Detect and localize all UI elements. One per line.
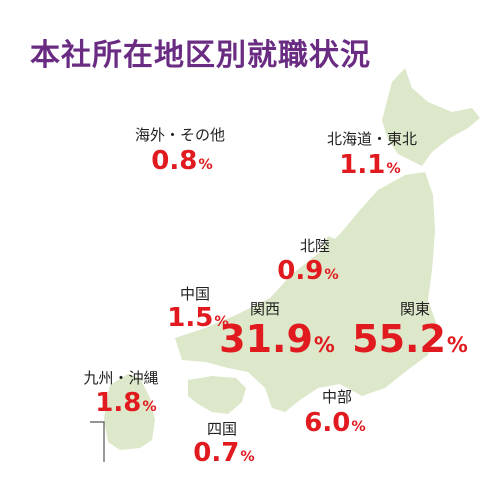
region-label-kanto: 関東 bbox=[399, 300, 431, 318]
region-label-chugoku: 中国 bbox=[179, 285, 211, 303]
shikoku-shape bbox=[188, 376, 246, 414]
region-label-kansai: 関西 bbox=[249, 300, 281, 318]
region-value-overseas-other: 0.8% bbox=[151, 146, 213, 176]
region-value-hokuriku: 0.9% bbox=[277, 256, 339, 286]
region-label-hokuriku: 北陸 bbox=[299, 237, 331, 255]
region-value-kansai: 31.9% bbox=[219, 317, 335, 361]
region-label-hokkaido-tohoku: 北海道・東北 bbox=[326, 130, 418, 148]
kyushu-shape bbox=[104, 374, 155, 450]
region-label-chubu: 中部 bbox=[321, 388, 353, 406]
okinawa-inset-frame bbox=[90, 421, 105, 462]
region-label-kyushu-okinawa: 九州・沖縄 bbox=[83, 369, 159, 387]
honshu-shape bbox=[175, 172, 438, 412]
region-value-chubu: 6.0% bbox=[304, 408, 366, 438]
region-value-kyushu-okinawa: 1.8% bbox=[95, 388, 157, 418]
region-value-kanto: 55.2% bbox=[352, 317, 468, 361]
region-label-overseas-other: 海外・その他 bbox=[134, 126, 226, 144]
region-label-shikoku: 四国 bbox=[206, 420, 238, 438]
region-value-shikoku: 0.7% bbox=[193, 438, 255, 468]
region-value-chugoku: 1.5% bbox=[167, 303, 229, 333]
region-value-hokkaido-tohoku: 1.1% bbox=[339, 150, 401, 180]
hokkaido-shape bbox=[382, 68, 480, 166]
noto-peninsula-shape bbox=[320, 236, 342, 262]
chart-title: 本社所在地区別就職状況 bbox=[30, 38, 371, 73]
